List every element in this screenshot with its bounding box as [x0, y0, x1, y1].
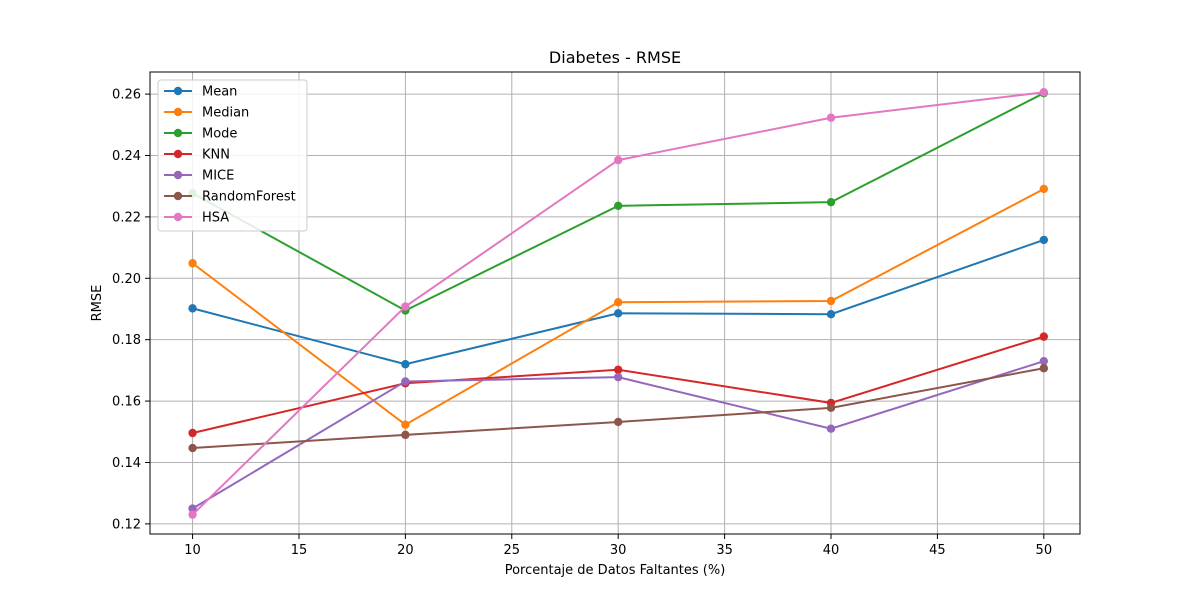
data-point: [613, 155, 623, 165]
y-tick-label: 0.24: [112, 149, 141, 164]
y-tick-label: 0.20: [112, 272, 141, 287]
data-point: [826, 310, 836, 319]
data-point: [1039, 235, 1049, 245]
legend-label: KNN: [202, 148, 230, 163]
x-axis-label: Porcentaje de Datos Faltantes (%): [505, 563, 726, 578]
legend-label: Mode: [202, 127, 237, 142]
legend-item-knn: KNN: [164, 148, 230, 163]
data-point: [401, 302, 410, 311]
x-tick-label: 10: [184, 543, 201, 558]
data-point: [188, 304, 197, 313]
series-mice: [188, 356, 1049, 513]
data-point: [1039, 184, 1049, 194]
data-point: [826, 403, 836, 413]
legend-marker: [173, 212, 183, 222]
series-layer: [188, 88, 1049, 519]
data-point: [401, 420, 410, 429]
data-point: [613, 372, 623, 382]
data-point: [826, 113, 836, 122]
y-tick-label: 0.22: [112, 210, 141, 225]
data-point: [826, 197, 836, 207]
data-point: [401, 377, 410, 386]
data-point: [613, 201, 623, 211]
data-point: [1039, 332, 1049, 341]
chart-title: Diabetes - RMSE: [549, 48, 681, 67]
legend-marker: [173, 128, 183, 138]
legend-item-randomforest: RandomForest: [164, 190, 296, 205]
x-tick-label: 15: [291, 543, 308, 558]
x-tick-label: 25: [504, 543, 521, 558]
grid: [150, 72, 1080, 534]
legend-marker: [173, 149, 183, 159]
legend-label: Mean: [202, 85, 237, 100]
x-tick-label: 45: [929, 543, 946, 558]
series-randomforest: [188, 364, 1049, 453]
legend-label: HSA: [202, 211, 229, 226]
data-point: [1039, 88, 1049, 97]
x-tick-label: 50: [1036, 543, 1053, 558]
data-point: [613, 298, 623, 307]
legend-label: RandomForest: [202, 190, 296, 205]
x-tick-label: 40: [823, 543, 840, 558]
data-point: [188, 259, 197, 268]
legend-marker: [173, 170, 183, 180]
x-tick-label: 20: [397, 543, 414, 558]
y-tick-label: 0.12: [112, 517, 141, 532]
legend: Mean Median Mode KNN MICE RandomForest HSA: [157, 79, 308, 232]
data-point: [826, 424, 836, 433]
y-tick-label: 0.16: [112, 395, 141, 410]
data-point: [188, 428, 197, 438]
x-tick-label: 35: [716, 543, 733, 558]
data-point: [188, 510, 197, 519]
legend-marker: [173, 191, 183, 201]
x-tick-label: 30: [610, 543, 627, 558]
data-point: [401, 430, 410, 440]
y-tick-label: 0.14: [112, 456, 141, 471]
legend-item-mode: Mode: [164, 127, 237, 142]
data-point: [1039, 356, 1049, 366]
data-point: [826, 296, 836, 306]
y-tick-label: 0.26: [112, 88, 141, 103]
series-median: [188, 184, 1049, 429]
legend-item-mean: Mean: [164, 85, 237, 100]
y-tick-label: 0.18: [112, 333, 141, 348]
legend-item-hsa: HSA: [164, 211, 229, 226]
data-point: [401, 360, 410, 369]
y-axis-label: RMSE: [90, 285, 105, 322]
legend-item-median: Median: [164, 106, 249, 121]
data-point: [613, 365, 623, 374]
data-point: [1039, 364, 1049, 373]
data-point: [613, 417, 623, 427]
legend-box: [157, 79, 308, 232]
legend-label: MICE: [202, 169, 234, 184]
legend-label: Median: [202, 106, 249, 121]
legend-marker: [173, 86, 183, 96]
legend-item-mice: MICE: [164, 169, 234, 184]
ticks: 10 15 20 25 30 35 40 45 50 0.12 0.14 0.16 0.18 0.20 0.…: [112, 88, 1052, 558]
plot-frame: [149, 71, 1081, 535]
data-point: [188, 504, 197, 513]
data-point: [613, 309, 623, 318]
series-hsa: [188, 88, 1049, 519]
series-mean: [188, 235, 1049, 369]
data-point: [188, 443, 197, 453]
legend-marker: [173, 107, 183, 117]
